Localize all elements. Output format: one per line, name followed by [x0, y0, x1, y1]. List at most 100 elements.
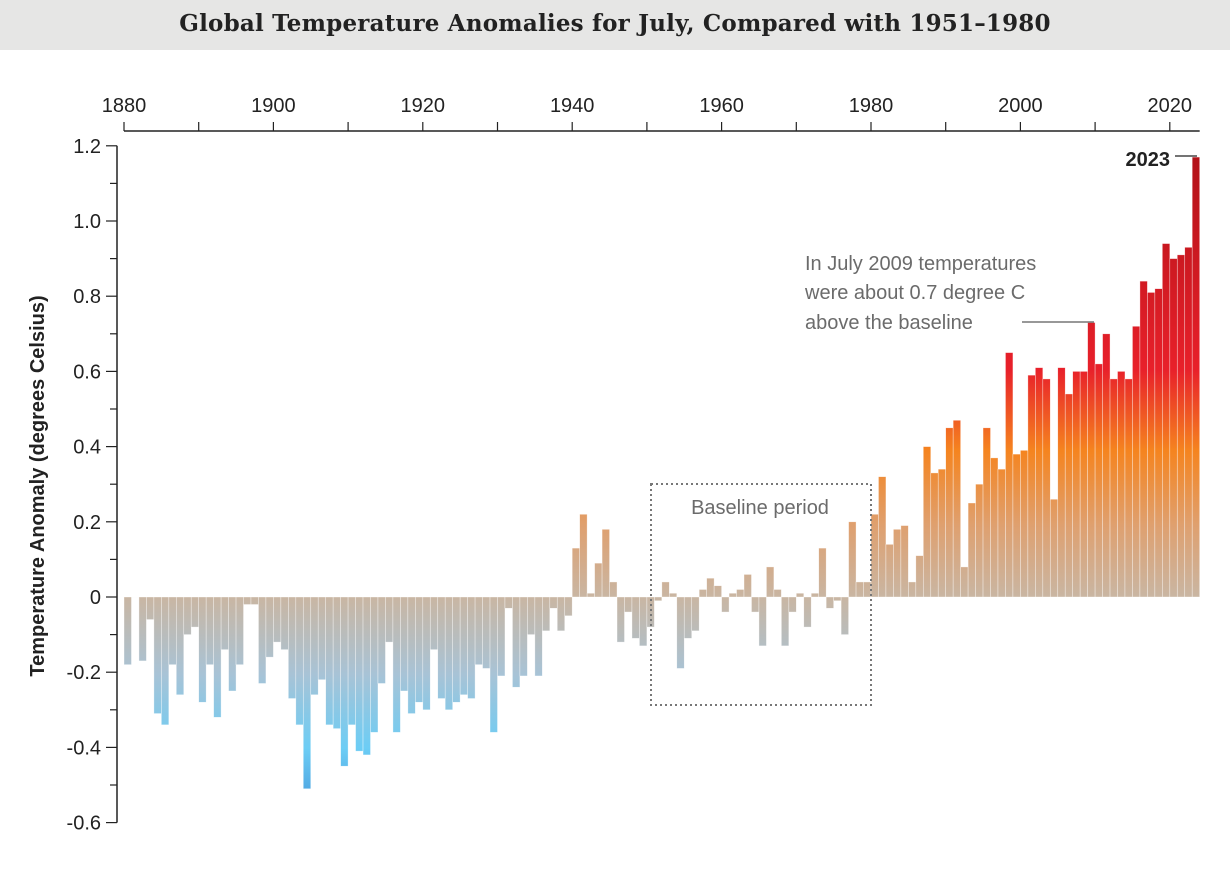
bar-1889	[190, 596, 199, 628]
bar-1978	[855, 581, 864, 598]
bar-1914	[377, 596, 386, 684]
bar-1958	[706, 577, 715, 598]
bar-1991	[952, 419, 961, 598]
bar-1910	[347, 596, 356, 726]
bar-1971	[803, 596, 812, 628]
bar-1992	[960, 566, 969, 598]
bar-1886	[168, 596, 177, 665]
bars-group	[123, 156, 1200, 790]
bar-2001	[1027, 374, 1036, 598]
annotation-2009-line1: In July 2009 temperatures	[805, 253, 1036, 275]
bar-2005	[1057, 367, 1066, 598]
bar-1880	[123, 596, 132, 665]
bar-1892	[213, 596, 222, 718]
bar-1923	[444, 596, 453, 711]
bar-2010	[1094, 363, 1103, 598]
bar-1975	[833, 596, 842, 602]
bar-1883	[146, 596, 155, 620]
baseline-period-box	[650, 483, 872, 706]
bar-1885	[161, 596, 170, 726]
bar-1957	[698, 589, 707, 598]
bar-1924	[452, 596, 461, 703]
bar-1951	[654, 596, 663, 602]
bar-1961	[728, 592, 737, 598]
bar-1933	[519, 596, 528, 677]
bar-1952	[661, 581, 670, 598]
bar-1915	[385, 596, 394, 643]
bar-1884	[153, 596, 162, 714]
bar-1964	[751, 596, 760, 613]
bar-1972	[810, 592, 820, 598]
bar-2015	[1132, 325, 1141, 598]
bar-1948	[631, 596, 640, 639]
bar-1944	[601, 529, 610, 598]
bar-1921	[429, 596, 439, 650]
bar-1928	[482, 596, 491, 669]
bar-1907	[325, 596, 334, 726]
bar-2021	[1176, 254, 1186, 598]
bar-1919	[415, 596, 424, 703]
bar-1970	[795, 592, 805, 598]
bar-2003	[1042, 378, 1051, 598]
bar-2002	[1035, 367, 1044, 598]
bar-1959	[713, 585, 722, 598]
bar-1983	[893, 529, 902, 598]
bar-1911	[355, 596, 364, 752]
bar-1937	[549, 596, 558, 609]
bar-1934	[527, 596, 536, 635]
bar-1996	[990, 457, 999, 598]
x-tick-label: 1940	[550, 95, 595, 117]
bar-1994	[975, 483, 984, 598]
annotation-2009-line3: above the baseline	[805, 312, 973, 334]
bar-1990	[945, 427, 954, 598]
axes-group: 1880 1900 1920 1940 1960 1980 2000 2020 1.2 1.0 0.…	[67, 95, 1200, 835]
bar-1977	[848, 521, 857, 598]
bar-2004	[1049, 498, 1059, 598]
bar-1908	[332, 596, 341, 729]
y-axis-label: Temperature Anomaly (degrees Celsius)	[27, 295, 49, 676]
bar-2017	[1147, 292, 1156, 598]
bar-1976	[840, 596, 849, 635]
bar-1974	[825, 596, 834, 609]
bar-2023	[1191, 156, 1200, 598]
bar-1967	[773, 589, 782, 598]
bar-1931	[504, 596, 513, 609]
bar-1981	[878, 476, 887, 598]
bar-1899	[265, 596, 274, 658]
y-tick-label: 0.6	[73, 361, 101, 383]
bar-2012	[1109, 378, 1118, 598]
bar-1985	[908, 581, 917, 598]
bar-1965	[758, 596, 767, 647]
bar-1999	[1012, 453, 1021, 598]
bar-1893	[220, 596, 229, 650]
x-tick-label: 1960	[699, 95, 744, 117]
bar-2014	[1124, 378, 1133, 598]
bar-1963	[743, 574, 752, 598]
bar-2007	[1072, 371, 1081, 598]
bar-1887	[175, 596, 185, 696]
bar-1891	[205, 596, 214, 665]
bar-1904	[302, 596, 312, 790]
bar-1895	[235, 596, 244, 665]
bar-1980	[870, 513, 879, 598]
bar-2022	[1184, 247, 1193, 598]
bar-1956	[691, 596, 700, 632]
bar-1984	[900, 525, 909, 598]
chart-title: Global Temperature Anomalies for July, C…	[179, 10, 1051, 37]
bar-2019	[1162, 243, 1171, 598]
bar-1986	[915, 555, 924, 598]
bar-1960	[721, 596, 730, 613]
bar-1935	[534, 596, 543, 677]
bar-1912	[362, 596, 371, 756]
bar-1894	[228, 596, 237, 692]
bar-1882	[138, 596, 147, 662]
bar-1896	[243, 596, 252, 605]
bar-1969	[788, 596, 797, 613]
baseline-period-label: Baseline period	[691, 497, 829, 519]
y-tick-label: -0.6	[67, 813, 101, 835]
bar-1966	[766, 566, 775, 598]
bar-2008	[1079, 371, 1088, 598]
bar-1888	[183, 596, 192, 635]
x-tick-label: 1980	[849, 95, 894, 117]
bar-1993	[967, 502, 976, 598]
